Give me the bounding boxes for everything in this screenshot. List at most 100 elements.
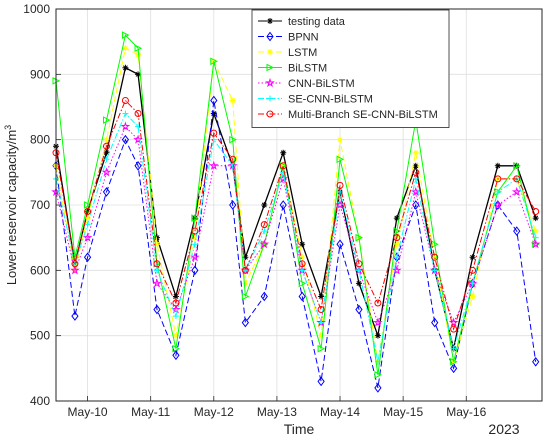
legend-label: SE-CNN-BiLSTM xyxy=(288,94,373,106)
legend-item-bpnn: BPNN xyxy=(258,32,319,44)
data-point-bilstm xyxy=(191,214,199,222)
data-point-cnn-bilstm xyxy=(259,239,270,249)
data-point-bilstm xyxy=(172,344,181,353)
data-point-cnn-bilstm xyxy=(133,134,143,144)
y-tick-label: 700 xyxy=(30,198,50,212)
data-point-cnn-bilstm xyxy=(391,265,402,275)
data-point-bpnn xyxy=(83,252,92,263)
data-point-se-cnn-bilstm xyxy=(299,267,306,274)
data-point-se-cnn-bilstm xyxy=(494,188,501,195)
data-point-lstm xyxy=(318,332,325,339)
series-bpnn xyxy=(52,95,540,393)
data-point-lstm xyxy=(135,51,142,58)
data-point-multi-branch-se-cnn-bilstm xyxy=(393,234,401,242)
data-point-testing-data xyxy=(299,241,306,248)
legend-item-bilstm: BiLSTM xyxy=(258,63,327,75)
legend-label: testing data xyxy=(288,16,346,28)
data-point-cnn-bilstm xyxy=(208,160,219,170)
data-point-multi-branch-se-cnn-bilstm xyxy=(102,142,110,150)
data-point-multi-branch-se-cnn-bilstm xyxy=(412,168,420,176)
data-point-testing-data xyxy=(494,162,501,169)
data-point-testing-data xyxy=(103,149,110,156)
data-point-bpnn xyxy=(241,317,249,328)
data-point-multi-branch-se-cnn-bilstm xyxy=(494,175,502,183)
series-line-multi-branch-se-cnn-bilstm xyxy=(55,99,537,331)
data-point-bpnn xyxy=(532,356,540,367)
legend-swatch-marker xyxy=(267,18,273,24)
y-tick-label: 1000 xyxy=(23,2,50,16)
legend-swatch-marker xyxy=(267,49,273,55)
data-point-se-cnn-bilstm xyxy=(431,267,438,274)
legend-label: CNN-BiLSTM xyxy=(288,78,355,90)
data-point-testing-data xyxy=(135,71,142,78)
data-point-testing-data xyxy=(532,215,539,222)
data-point-bpnn xyxy=(153,304,161,315)
x-axis-title: Time xyxy=(284,421,315,437)
grid-lines xyxy=(56,8,542,402)
data-point-se-cnn-bilstm xyxy=(172,313,179,320)
data-point-se-cnn-bilstm xyxy=(84,221,91,228)
series-line-bpnn xyxy=(55,100,537,389)
data-point-testing-data xyxy=(261,202,268,208)
data-point-cnn-bilstm xyxy=(101,167,112,177)
data-point-multi-branch-se-cnn-bilstm xyxy=(134,110,142,118)
legend-item-se-cnn-bilstm: SE-CNN-BiLSTM xyxy=(258,94,373,106)
x-tick-label: May-12 xyxy=(194,405,234,419)
data-point-bpnn xyxy=(121,134,130,145)
data-point-cnn-bilstm xyxy=(171,304,181,314)
legend-item-testing-data: testing data xyxy=(258,16,346,28)
data-point-bilstm xyxy=(241,292,250,301)
data-point-testing-data xyxy=(412,162,419,169)
data-point-lstm xyxy=(299,254,306,261)
data-point-se-cnn-bilstm xyxy=(280,169,287,176)
y-axis-title-text: Lower reservoir capacity/m xyxy=(4,130,19,285)
series-line-bilstm xyxy=(55,34,537,375)
x-tick-label: May-14 xyxy=(320,405,360,419)
data-point-multi-branch-se-cnn-bilstm xyxy=(374,299,382,307)
series-group xyxy=(51,31,541,393)
data-point-multi-branch-se-cnn-bilstm xyxy=(84,208,92,216)
data-point-se-cnn-bilstm xyxy=(469,280,476,287)
data-point-se-cnn-bilstm xyxy=(153,267,160,274)
data-point-lstm xyxy=(172,332,179,339)
data-point-lstm xyxy=(191,234,198,241)
y-tick-label: 900 xyxy=(30,67,50,81)
data-point-cnn-bilstm xyxy=(511,186,522,197)
x-tick-label: May-10 xyxy=(68,405,108,419)
data-point-bilstm xyxy=(102,116,111,124)
data-point-multi-branch-se-cnn-bilstm xyxy=(450,325,458,333)
data-point-bpnn xyxy=(191,265,199,276)
data-point-bpnn xyxy=(71,311,79,321)
year-label: 2023 xyxy=(488,421,519,437)
data-point-bpnn xyxy=(317,376,325,387)
data-point-bpnn xyxy=(298,291,306,302)
data-point-multi-branch-se-cnn-bilstm xyxy=(229,155,237,163)
data-point-se-cnn-bilstm xyxy=(393,254,400,261)
data-point-multi-branch-se-cnn-bilstm xyxy=(153,260,161,268)
data-point-cnn-bilstm xyxy=(492,199,503,210)
data-point-se-cnn-bilstm xyxy=(318,319,325,326)
data-point-testing-data xyxy=(393,215,400,222)
tick-labels: 400 500 600 700 800 900 1000 May-10 May-11 May-12… xyxy=(23,2,486,419)
data-point-cnn-bilstm xyxy=(82,232,93,242)
data-point-bilstm xyxy=(317,344,326,353)
data-point-se-cnn-bilstm xyxy=(191,241,198,248)
legend-swatch-marker xyxy=(265,77,275,88)
data-point-bilstm xyxy=(210,57,218,66)
x-tick-label: May-15 xyxy=(383,405,423,419)
y-axis-title: Lower reservoir capacity/m3 xyxy=(3,125,19,285)
data-point-se-cnn-bilstm xyxy=(450,345,457,352)
data-point-testing-data xyxy=(153,234,160,241)
data-point-testing-data xyxy=(172,293,179,300)
data-point-multi-branch-se-cnn-bilstm xyxy=(279,162,287,170)
legend-items: testing data BPNN LSTM BiLSTM CNN-BiLSTM SE-C… xyxy=(258,16,438,121)
data-point-bpnn xyxy=(134,160,142,171)
x-tick-label: May-16 xyxy=(446,405,486,419)
data-point-bilstm xyxy=(393,227,401,235)
data-point-testing-data xyxy=(374,332,381,339)
data-point-testing-data xyxy=(469,254,476,261)
data-point-lstm xyxy=(431,254,438,261)
data-point-se-cnn-bilstm xyxy=(355,267,362,274)
data-point-testing-data xyxy=(355,280,362,287)
data-point-se-cnn-bilstm xyxy=(210,136,217,143)
